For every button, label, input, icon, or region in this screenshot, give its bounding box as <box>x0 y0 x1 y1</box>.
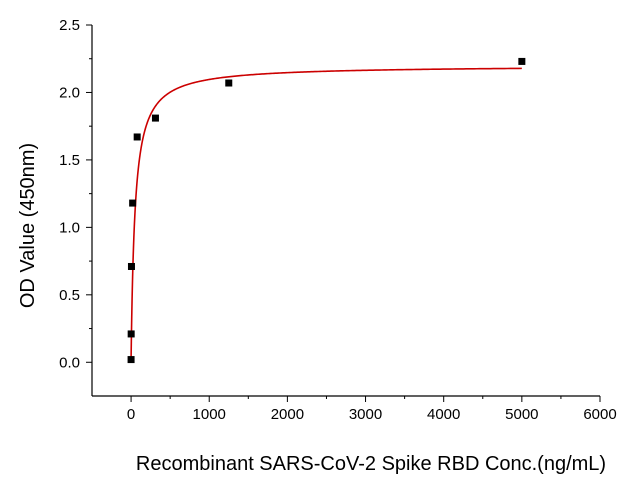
data-point <box>225 79 233 87</box>
x-tick-label: 6000 <box>583 406 616 423</box>
x-tick-label: 4000 <box>427 406 460 423</box>
data-point <box>133 133 141 141</box>
x-tick-label: 5000 <box>505 406 538 423</box>
y-tick-label: 2.5 <box>59 17 80 34</box>
data-point <box>518 57 526 65</box>
data-point <box>127 330 135 338</box>
x-tick-label: 1000 <box>193 406 226 423</box>
y-tick-label: 2.0 <box>59 84 80 101</box>
data-point <box>151 114 159 122</box>
y-tick-label: 0.5 <box>59 287 80 304</box>
y-tick-label: 1.0 <box>59 219 80 236</box>
x-tick-label: 2000 <box>271 406 304 423</box>
data-point <box>129 199 137 207</box>
data-points <box>127 57 526 364</box>
x-axis-title: Recombinant SARS-CoV-2 Spike RBD Conc.(n… <box>136 453 606 475</box>
ticks: 0 1000 2000 3000 4000 5000 6000 0.0 0.5 1.0 1.5 2.0… <box>59 17 617 423</box>
data-point <box>127 262 135 270</box>
fit-curve-layer <box>130 67 522 360</box>
y-tick-label: 0.0 <box>59 354 80 371</box>
x-tick-label: 3000 <box>349 406 382 423</box>
x-tick-label: 0 <box>127 406 135 423</box>
fit-curve <box>130 67 522 360</box>
data-point <box>127 356 135 364</box>
y-tick-label: 1.5 <box>59 152 80 169</box>
axes <box>91 25 600 397</box>
y-axis-title: OD Value (450nm) <box>17 143 39 308</box>
